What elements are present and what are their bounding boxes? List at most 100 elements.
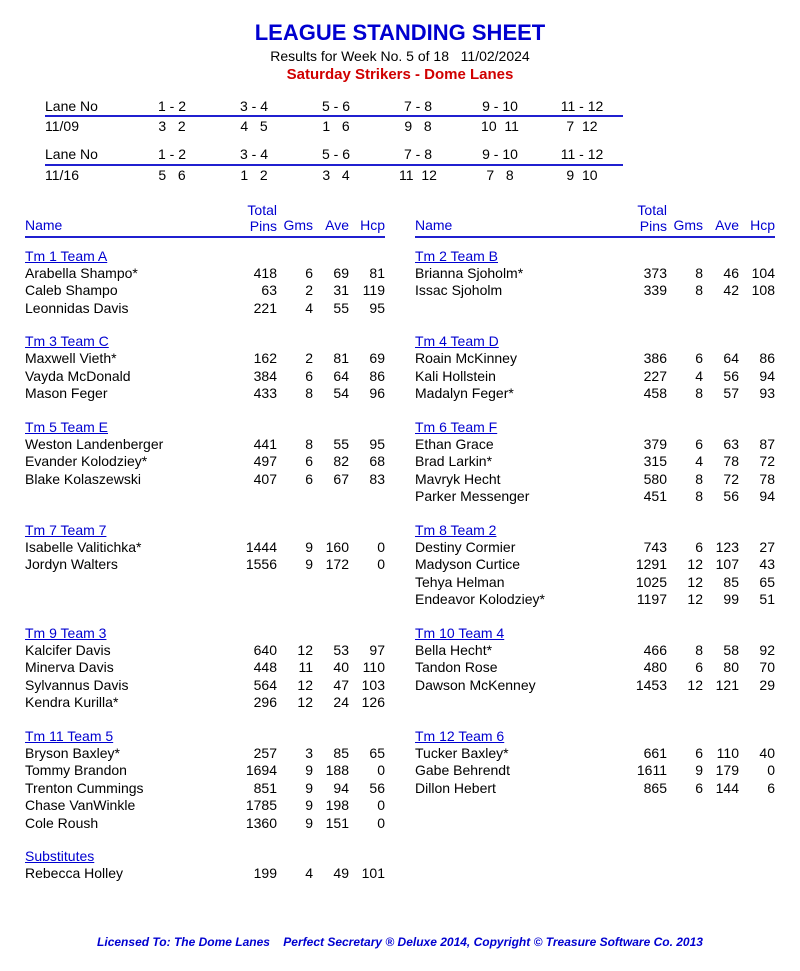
- player-pins: 661: [617, 745, 667, 763]
- player-name: Jordyn Walters: [25, 556, 227, 574]
- player-row: Gabe Behrendt161191790: [415, 762, 775, 780]
- player-ave: 85: [313, 745, 349, 763]
- player-row: Tucker Baxley*661611040: [415, 745, 775, 763]
- player-name: Tandon Rose: [415, 659, 617, 677]
- player-hcp: 56: [349, 780, 385, 798]
- player-name: Mason Feger: [25, 385, 227, 403]
- player-row: Kali Hollstein22745694: [415, 368, 775, 386]
- player-name: Endeavor Kolodziey*: [415, 591, 617, 609]
- player-row: Dawson McKenney14531212129: [415, 677, 775, 695]
- player-hcp: 0: [349, 539, 385, 557]
- player-ave: 67: [313, 471, 349, 489]
- player-pins: 743: [617, 539, 667, 557]
- player-hcp: 65: [739, 574, 775, 592]
- player-hcp: 0: [349, 797, 385, 815]
- player-row: Mavryk Hecht58087278: [415, 471, 775, 489]
- player-row: Cole Roush136091510: [25, 815, 385, 833]
- player-pins: 497: [227, 453, 277, 471]
- player-name: Tehya Helman: [415, 574, 617, 592]
- player-name: Weston Landenberger: [25, 436, 227, 454]
- player-pins: 221: [227, 300, 277, 318]
- player-hcp: 27: [739, 539, 775, 557]
- player-gms: 4: [277, 300, 313, 318]
- player-ave: 198: [313, 797, 349, 815]
- player-name: Roain McKinney: [415, 350, 617, 368]
- lane-assignment: 10 11: [459, 117, 541, 135]
- player-gms: 6: [667, 745, 703, 763]
- player-ave: 80: [703, 659, 739, 677]
- player-row: Parker Messenger45185694: [415, 488, 775, 506]
- player-pins: 199: [227, 865, 277, 883]
- player-pins: 257: [227, 745, 277, 763]
- player-name: Isabelle Valitichka*: [25, 539, 227, 557]
- player-hcp: 93: [739, 385, 775, 403]
- player-name: Madyson Curtice: [415, 556, 617, 574]
- player-name: Tucker Baxley*: [415, 745, 617, 763]
- player-name: Kalcifer Davis: [25, 642, 227, 660]
- spacer-row: [415, 797, 775, 815]
- player-gms: 12: [667, 591, 703, 609]
- player-hcp: 70: [739, 659, 775, 677]
- player-row: Jordyn Walters155691720: [25, 556, 385, 574]
- player-gms: 9: [277, 797, 313, 815]
- team-block: Tm 9 Team 3Kalcifer Davis640125397Minerv…: [25, 625, 385, 712]
- player-gms: 12: [667, 556, 703, 574]
- lane-assignment: 3 2: [131, 117, 213, 135]
- player-ave: 69: [313, 265, 349, 283]
- player-name: Cole Roush: [25, 815, 227, 833]
- lane-no-label: Lane No: [45, 97, 131, 117]
- player-ave: 58: [703, 642, 739, 660]
- player-ave: 78: [703, 453, 739, 471]
- player-name: Bryson Baxley*: [25, 745, 227, 763]
- player-name: Leonnidas Davis: [25, 300, 227, 318]
- player-name: Parker Messenger: [415, 488, 617, 506]
- player-hcp: 86: [349, 368, 385, 386]
- player-row: Mason Feger43385496: [25, 385, 385, 403]
- player-pins: 451: [617, 488, 667, 506]
- player-gms: 9: [277, 762, 313, 780]
- player-gms: 4: [277, 865, 313, 883]
- player-row: Kendra Kurilla*2961224126: [25, 694, 385, 712]
- player-gms: 11: [277, 659, 313, 677]
- team-name: Tm 2 Team B: [415, 248, 775, 264]
- player-pins: 441: [227, 436, 277, 454]
- player-pins: 1694: [227, 762, 277, 780]
- player-name: Dawson McKenney: [415, 677, 617, 695]
- player-row: Dillon Hebert86561446: [415, 780, 775, 798]
- footer: Licensed To: The Dome Lanes Perfect Secr…: [25, 935, 775, 949]
- lane-pair: 11 - 12: [541, 97, 623, 117]
- player-ave: 55: [313, 436, 349, 454]
- player-pins: 564: [227, 677, 277, 695]
- player-hcp: 40: [739, 745, 775, 763]
- header-ave: Ave: [313, 202, 349, 234]
- player-gms: 6: [667, 436, 703, 454]
- player-pins: 1611: [617, 762, 667, 780]
- player-row: Blake Kolaszewski40766783: [25, 471, 385, 489]
- subtitle: Results for Week No. 5 of 18 11/02/2024: [25, 48, 775, 64]
- player-ave: 47: [313, 677, 349, 695]
- team-block: SubstitutesRebecca Holley199449101: [25, 848, 385, 883]
- player-row: Endeavor Kolodziey*1197129951: [415, 591, 775, 609]
- player-name: Madalyn Feger*: [415, 385, 617, 403]
- player-ave: 64: [703, 350, 739, 368]
- player-gms: 9: [277, 539, 313, 557]
- lane-assignment: 7 8: [459, 166, 541, 184]
- player-pins: 162: [227, 350, 277, 368]
- team-name: Tm 8 Team 2: [415, 522, 775, 538]
- player-row: Leonnidas Davis22145595: [25, 300, 385, 318]
- player-hcp: 86: [739, 350, 775, 368]
- player-pins: 1197: [617, 591, 667, 609]
- title: LEAGUE STANDING SHEET: [25, 20, 775, 46]
- player-pins: 448: [227, 659, 277, 677]
- player-pins: 386: [617, 350, 667, 368]
- player-pins: 418: [227, 265, 277, 283]
- player-ave: 85: [703, 574, 739, 592]
- player-name: Minerva Davis: [25, 659, 227, 677]
- team-block: Tm 3 Team CMaxwell Vieth*16228169Vayda M…: [25, 333, 385, 403]
- player-name: Chase VanWinkle: [25, 797, 227, 815]
- player-pins: 1453: [617, 677, 667, 695]
- player-row: Vayda McDonald38466486: [25, 368, 385, 386]
- player-ave: 54: [313, 385, 349, 403]
- player-hcp: 6: [739, 780, 775, 798]
- player-hcp: 94: [739, 368, 775, 386]
